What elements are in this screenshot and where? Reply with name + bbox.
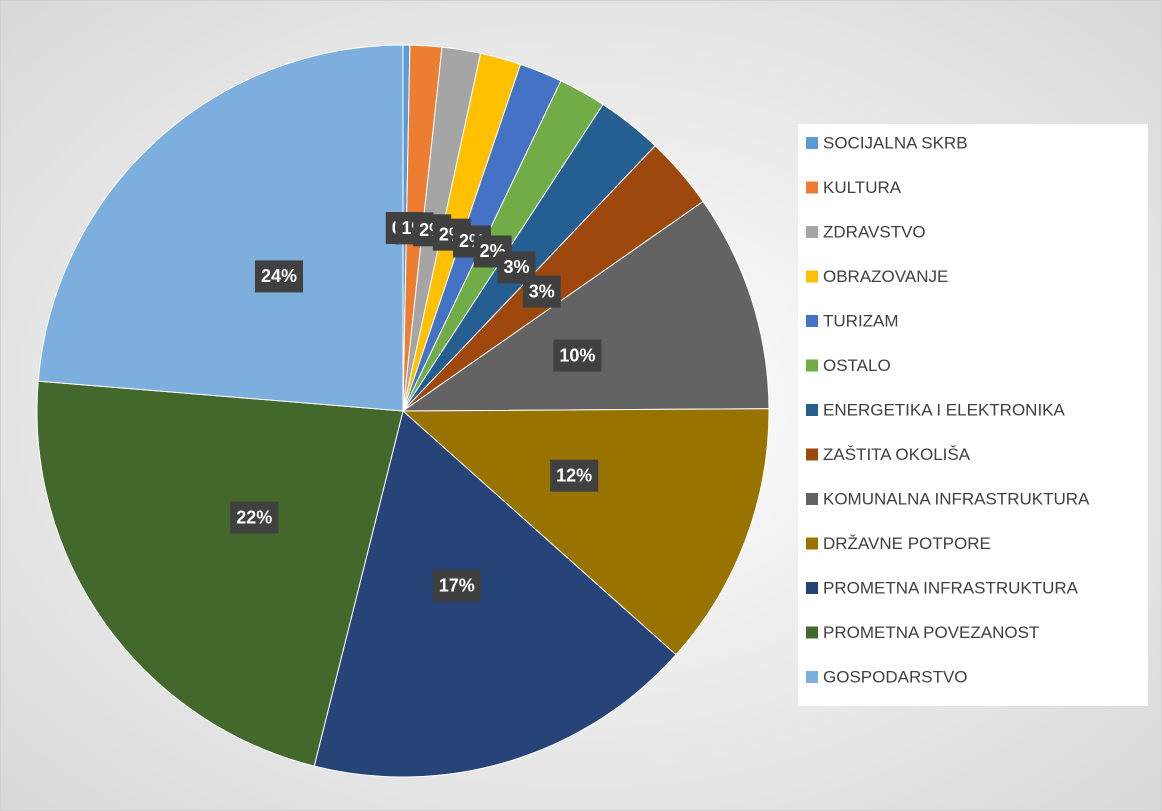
pie-slice: [401, 200, 770, 412]
pie-slice: [36, 380, 404, 767]
legend-label: ZDRAVSTVO: [823, 222, 926, 241]
data-label-group: 17%: [432, 569, 481, 602]
legend-swatch: [806, 671, 818, 683]
legend-label: ZAŠTITA OKOLIŠA: [823, 445, 971, 464]
legend-swatch: [806, 404, 818, 416]
data-label: 17%: [439, 576, 475, 596]
legend-label: SOCIJALNA SKRB: [823, 133, 968, 152]
data-label-box: [553, 339, 602, 372]
legend-label: GOSPODARSTVO: [823, 667, 968, 686]
legend-label: PROMETNA INFRASTRUKTURA: [823, 578, 1079, 597]
legend-swatch: [806, 448, 818, 461]
legend-swatch: [806, 626, 818, 639]
legend-label: KULTURA: [823, 178, 902, 197]
data-label-group: 3%: [522, 275, 561, 308]
legend-swatch: [806, 226, 818, 238]
data-label-group: 12%: [550, 459, 599, 492]
data-label-group: 3%: [497, 251, 536, 284]
legend-swatch: [806, 315, 818, 327]
legend-label: KOMUNALNA INFRASTRUKTURA: [823, 489, 1090, 508]
pie-slice: [313, 410, 677, 778]
data-label-group: 24%: [254, 260, 304, 293]
data-label: 22%: [236, 507, 272, 527]
legend-swatch: [806, 582, 818, 594]
legend-label: PROMETNA POVEZANOST: [823, 623, 1039, 642]
legend-label: TURIZAM: [823, 311, 899, 330]
pie-slice: [37, 44, 404, 412]
legend-label: ENERGETIKA I ELEKTRONIKA: [823, 400, 1066, 419]
legend-swatch: [806, 493, 818, 505]
pie-slice: [401, 408, 770, 656]
legend-label: OSTALO: [823, 356, 891, 375]
data-label: 3%: [504, 257, 530, 277]
data-label-box: [254, 260, 304, 293]
data-label-group: 22%: [230, 501, 279, 534]
legend-swatch: [806, 137, 818, 149]
legend-swatch: [806, 359, 818, 372]
legend-label: DRŽAVNE POTPORE: [823, 534, 991, 553]
data-label-box: [230, 501, 279, 534]
data-label-box: [432, 569, 481, 602]
data-label: 12%: [556, 465, 592, 485]
data-label: 24%: [261, 266, 297, 286]
legend-label: OBRAZOVANJE: [823, 267, 948, 286]
data-label: 10%: [559, 345, 595, 365]
legend-swatch: [806, 181, 818, 194]
legend-box: [798, 124, 1148, 706]
legend-swatch: [806, 270, 818, 283]
data-label: 3%: [529, 281, 555, 301]
legend-swatch: [806, 537, 818, 550]
data-label-box: [550, 459, 599, 492]
data-label-group: 10%: [553, 339, 602, 372]
data-label-box: [522, 275, 561, 308]
